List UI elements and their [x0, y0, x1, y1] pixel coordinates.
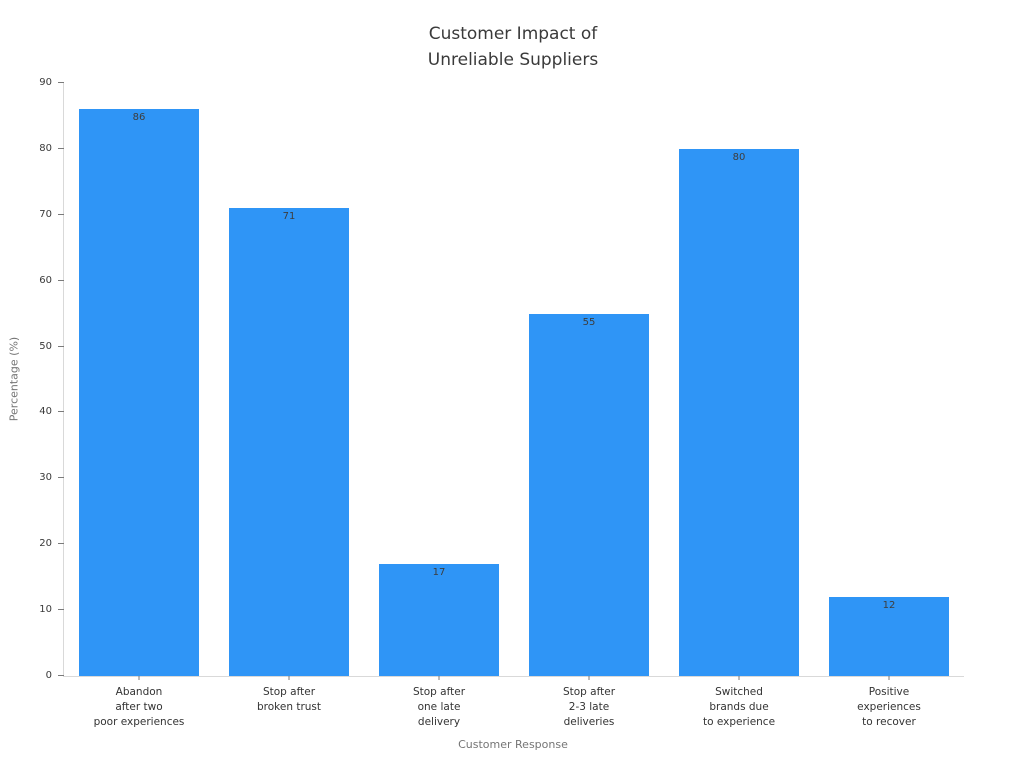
bar-value-label: 55 [582, 316, 596, 328]
bar: 71 [229, 208, 349, 676]
y-tick-mark [58, 147, 64, 149]
y-tick-mark [58, 279, 64, 281]
bar-value-label: 86 [132, 112, 146, 124]
x-tick-mark [888, 676, 890, 680]
y-tick-label: 20 [39, 538, 52, 550]
x-tick-label: Switched brands due to experience [702, 686, 776, 728]
y-tick-label: 40 [39, 406, 52, 418]
x-tick-label: Abandon after two poor experiences [93, 686, 185, 728]
x-tick-label: Positive experiences to recover [857, 686, 921, 728]
y-tick-mark [58, 609, 64, 611]
y-axis-label: Percentage (%) [7, 336, 21, 422]
x-tick-mark [588, 676, 590, 680]
x-tick-mark [288, 676, 290, 680]
y-tick-label: 80 [39, 142, 52, 154]
y-tick-mark [58, 543, 64, 545]
y-tick-label: 10 [39, 604, 52, 616]
y-tick-label: 0 [45, 670, 52, 681]
y-tick-mark [58, 213, 64, 215]
y-tick-label: 90 [39, 77, 52, 88]
y-tick-mark [58, 411, 64, 413]
y-tick-mark [58, 82, 64, 83]
x-tick-label: Stop after broken trust [256, 686, 322, 713]
x-tick-label: Stop after one late delivery [412, 686, 466, 728]
y-tick-label: 60 [39, 274, 52, 286]
bar: 55 [529, 313, 649, 676]
y-tick-mark [58, 675, 64, 676]
bar: 12 [829, 596, 949, 676]
chart-title: Customer Impact of Unreliable Suppliers [427, 24, 599, 70]
bar: 80 [679, 148, 799, 676]
bar-value-label: 17 [432, 567, 446, 578]
bar-value-label: 80 [732, 151, 746, 163]
x-axis-label: Customer Response [458, 738, 568, 751]
y-tick-label: 30 [39, 472, 52, 484]
x-tick-label: Stop after 2-3 late deliveries [562, 686, 616, 728]
x-tick-mark [138, 676, 140, 680]
y-tick-label: 70 [39, 208, 52, 220]
x-tick-mark [738, 676, 740, 680]
x-tick-mark [438, 676, 440, 680]
bar-value-label: 12 [882, 599, 896, 611]
y-tick-label: 50 [39, 340, 52, 352]
bar: 86 [79, 109, 199, 676]
y-tick-mark [58, 345, 64, 347]
plot-area: 0 10 20 30 40 50 60 70 80 90 86 Abandon after two p… [39, 78, 964, 728]
bar: 17 [379, 564, 499, 676]
y-tick-mark [58, 477, 64, 479]
bar-value-label: 71 [282, 211, 296, 223]
